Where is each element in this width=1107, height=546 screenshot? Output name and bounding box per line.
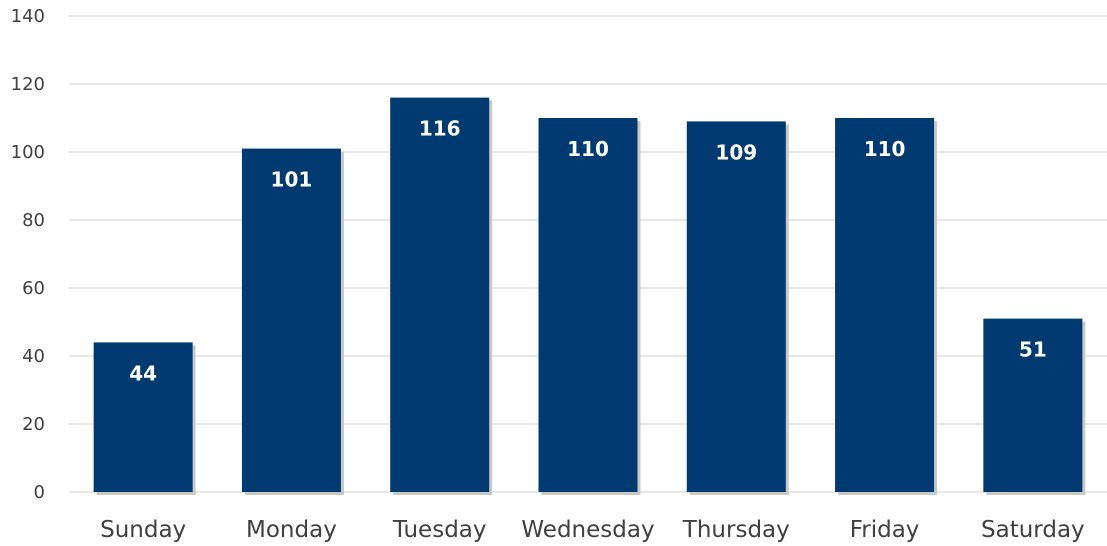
bar-value-label: 110 <box>567 137 609 161</box>
bar-wednesday <box>538 118 638 492</box>
x-axis-ticks: Sunday Monday Tuesday Wednesday Thursday Frid… <box>100 517 1085 543</box>
bar-thursday <box>686 121 786 493</box>
bar-friday <box>835 118 935 492</box>
x-tick-label: Monday <box>246 517 337 543</box>
bar-value-label: 44 <box>129 361 157 385</box>
y-tick-label: 20 <box>22 414 45 435</box>
y-tick-label: 80 <box>22 210 45 231</box>
bar-value-label: 110 <box>864 137 906 161</box>
x-tick-label: Saturday <box>981 517 1085 543</box>
bar-value-label: 109 <box>715 140 757 164</box>
bar-tuesday <box>390 97 490 492</box>
y-tick-label: 100 <box>11 142 45 163</box>
x-tick-label: Tuesday <box>392 517 487 543</box>
bars <box>93 97 1086 496</box>
x-tick-label: Friday <box>850 517 920 543</box>
bar-saturday <box>983 318 1083 492</box>
x-tick-label: Sunday <box>100 517 186 543</box>
bar-sunday <box>93 342 193 492</box>
bar-value-label: 51 <box>1019 338 1047 362</box>
y-tick-label: 120 <box>11 74 45 95</box>
value-labels: 44 101 116 110 109 110 51 <box>129 117 1047 386</box>
bar-value-label: 116 <box>419 117 461 141</box>
bar-value-label: 101 <box>271 168 313 192</box>
y-tick-label: 60 <box>22 278 45 299</box>
x-tick-label: Thursday <box>682 517 790 543</box>
bar-monday <box>241 148 341 492</box>
y-tick-label: 140 <box>11 6 45 27</box>
y-tick-label: 40 <box>22 346 45 367</box>
y-tick-label: 0 <box>34 482 45 503</box>
y-axis-ticks: 0 20 40 60 80 100 120 140 <box>11 6 45 503</box>
x-tick-label: Wednesday <box>521 517 654 543</box>
